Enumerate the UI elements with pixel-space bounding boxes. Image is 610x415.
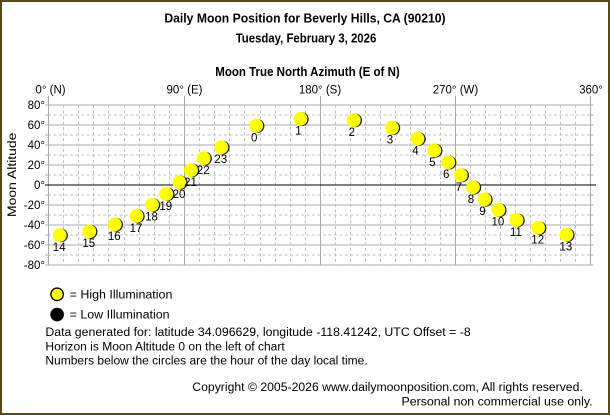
svg-text:3: 3 <box>387 135 393 147</box>
svg-text:= Low Illumination: = Low Illumination <box>70 310 170 322</box>
svg-text:23: 23 <box>214 154 227 166</box>
svg-text:360°: 360° <box>579 84 603 96</box>
svg-text:Personal non commercial use on: Personal non commercial use only. <box>402 396 593 408</box>
svg-text:90° (E): 90° (E) <box>167 84 203 96</box>
svg-text:Data generated for: latitude 3: Data generated for: latitude 34.096629, … <box>45 327 470 339</box>
svg-text:20°: 20° <box>28 160 45 172</box>
svg-text:12: 12 <box>531 235 544 247</box>
svg-text:7: 7 <box>456 182 462 194</box>
svg-text:0° (N): 0° (N) <box>35 84 65 96</box>
svg-text:17: 17 <box>130 223 143 235</box>
svg-text:-20°: -20° <box>24 200 45 212</box>
svg-text:2: 2 <box>349 127 355 139</box>
svg-text:Moon True North Azimuth (E of: Moon True North Azimuth (E of N) <box>215 65 400 79</box>
svg-text:180° (S): 180° (S) <box>299 84 341 96</box>
svg-text:80°: 80° <box>28 100 45 112</box>
svg-text:16: 16 <box>108 231 121 243</box>
svg-text:21: 21 <box>184 177 197 189</box>
svg-text:40°: 40° <box>28 140 45 152</box>
svg-text:-40°: -40° <box>24 220 45 232</box>
svg-text:11: 11 <box>510 227 522 239</box>
svg-text:Copyright © 2005-2026 www.dail: Copyright © 2005-2026 www.dailymoonposit… <box>192 382 583 394</box>
svg-text:13: 13 <box>560 242 573 254</box>
svg-text:270° (W): 270° (W) <box>433 84 479 96</box>
svg-text:5: 5 <box>429 157 435 169</box>
svg-text:1: 1 <box>295 126 301 138</box>
svg-text:Numbers below the circles are: Numbers below the circles are the hour o… <box>45 356 367 368</box>
svg-text:8: 8 <box>468 194 474 206</box>
svg-text:Tuesday, February 3, 2026: Tuesday, February 3, 2026 <box>236 31 377 45</box>
svg-text:18: 18 <box>145 212 158 224</box>
svg-text:Moon Altitude: Moon Altitude <box>7 133 19 217</box>
svg-text:6: 6 <box>443 169 449 181</box>
svg-text:-80°: -80° <box>24 260 45 272</box>
svg-text:60°: 60° <box>28 120 45 132</box>
svg-text:9: 9 <box>479 206 485 218</box>
svg-text:14: 14 <box>53 242 66 254</box>
svg-text:Daily Moon Position for Beverl: Daily Moon Position for Beverly Hills, C… <box>164 11 445 25</box>
svg-text:0°: 0° <box>34 180 45 192</box>
svg-text:-60°: -60° <box>24 240 45 252</box>
svg-text:4: 4 <box>412 146 419 158</box>
svg-text:= High Illumination: = High Illumination <box>70 289 173 301</box>
svg-text:22: 22 <box>197 165 210 177</box>
svg-text:0: 0 <box>251 133 257 145</box>
svg-text:10: 10 <box>492 217 505 229</box>
svg-text:19: 19 <box>159 201 172 213</box>
svg-text:20: 20 <box>173 189 186 201</box>
svg-text:15: 15 <box>82 238 95 250</box>
svg-text:Horizon is Moon Altitude 0 on: Horizon is Moon Altitude 0 on the left o… <box>45 341 285 353</box>
